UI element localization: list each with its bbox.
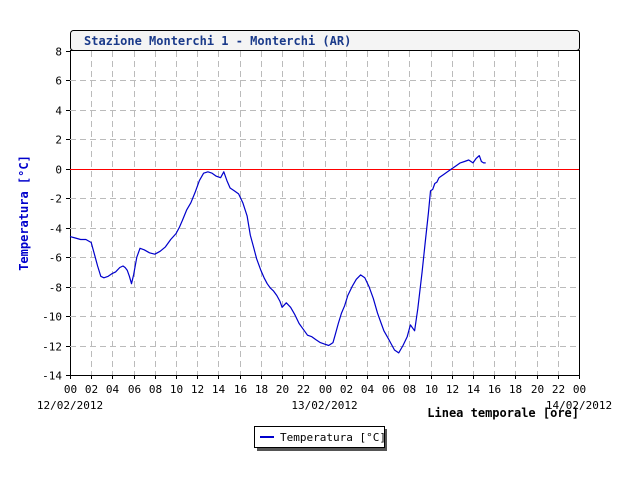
- x-tick-label: 20: [531, 383, 544, 396]
- temperature-line: [69, 155, 486, 354]
- legend-entry: Temperatura [°C]: [280, 431, 386, 444]
- x-tick-label: 16: [234, 383, 247, 396]
- y-tick-label: 4: [55, 105, 62, 118]
- date-label: 14/02/2012: [546, 399, 612, 412]
- x-tick-label: 14: [212, 383, 226, 396]
- x-tick-label: 08: [403, 383, 416, 396]
- x-tick-label: 22: [552, 383, 565, 396]
- y-tick-label: -8: [49, 282, 62, 295]
- x-tick-label: 12: [191, 383, 204, 396]
- y-axis-label: Temperatura [°C]: [17, 155, 31, 271]
- y-tick-label: -6: [49, 252, 62, 265]
- x-tick-label: 00: [64, 383, 77, 396]
- y-tick-label: -14: [42, 370, 62, 383]
- y-tick-label: -12: [42, 341, 62, 354]
- x-tick-label: 04: [106, 383, 120, 396]
- x-tick-label: 04: [361, 383, 375, 396]
- y-tick-label: 0: [55, 164, 62, 177]
- x-tick-label: 02: [85, 383, 98, 396]
- title-box: Stazione Monterchi 1 - Monterchi (AR): [70, 30, 580, 51]
- x-axis-label: Linea temporale [ore]: [427, 406, 579, 420]
- y-tick-label: -10: [42, 311, 62, 324]
- x-tick-label: 02: [340, 383, 353, 396]
- y-tick-label: 6: [55, 75, 62, 88]
- y-tick-label: -2: [49, 193, 62, 206]
- x-tick-label: 06: [128, 383, 141, 396]
- date-labels: 12/02/2012 13/02/2012 14/02/2012: [37, 399, 612, 412]
- date-label: 12/02/2012: [37, 399, 103, 412]
- x-tick-label: 12: [446, 383, 459, 396]
- x-axis-ticks: 00 02 04 06 08 10 12 14 16 18 20 22 00 02 04 06 08 10 12 14…: [64, 375, 586, 396]
- series-group: [69, 155, 486, 354]
- chart-title: Stazione Monterchi 1 - Monterchi (AR): [84, 34, 351, 48]
- x-tick-label: 00: [319, 383, 332, 396]
- x-tick-label: 06: [382, 383, 395, 396]
- x-tick-label: 16: [488, 383, 501, 396]
- date-label: 13/02/2012: [291, 399, 357, 412]
- x-tick-label: 00: [573, 383, 586, 396]
- y-tick-label: -4: [49, 223, 63, 236]
- y-axis-ticks: 8 6 4 2 0 -2 -4 -6 -8 -10 -12 -14: [42, 46, 70, 383]
- y-tick-label: 8: [55, 46, 62, 59]
- legend: Temperatura [°C]: [254, 426, 387, 451]
- x-tick-label: 14: [467, 383, 481, 396]
- x-tick-label: 18: [509, 383, 522, 396]
- x-tick-label: 10: [425, 383, 438, 396]
- x-tick-label: 18: [255, 383, 268, 396]
- y-tick-label: 2: [55, 134, 62, 147]
- x-tick-label: 10: [170, 383, 183, 396]
- x-tick-label: 20: [276, 383, 289, 396]
- x-tick-label: 22: [297, 383, 310, 396]
- x-tick-label: 08: [149, 383, 162, 396]
